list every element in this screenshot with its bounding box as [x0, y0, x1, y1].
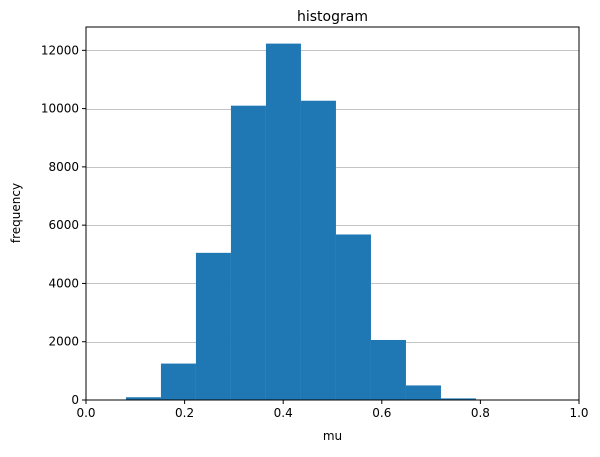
histogram-bar-5 [265, 43, 301, 400]
histogram-bar-8 [370, 339, 406, 400]
y-tick-label: 6000 [48, 218, 79, 232]
histogram-bar-10 [440, 398, 476, 400]
histogram-bar-1 [125, 397, 161, 400]
histogram-bar-4 [230, 105, 266, 400]
histogram-bar-2 [160, 363, 196, 400]
histogram-bar-6 [300, 100, 336, 401]
x-axis-label: mu [323, 429, 342, 443]
plot-frame [85, 26, 580, 401]
histogram-bar-7 [335, 234, 371, 400]
y-tick-label: 10000 [41, 102, 79, 116]
x-tick-label: 0.0 [76, 406, 95, 420]
y-axis-ticks: 0 2000 4000 6000 8000 10000 12000 [41, 43, 86, 407]
x-tick-label: 0.4 [274, 406, 293, 420]
histogram-bar-3 [195, 252, 231, 400]
y-tick-label: 8000 [48, 160, 79, 174]
x-tick-label: 0.8 [471, 406, 490, 420]
y-axis-label: frequency [9, 183, 23, 243]
y-tick-label: 0 [71, 393, 79, 407]
x-tick-label: 0.2 [175, 406, 194, 420]
y-tick-label: 4000 [48, 276, 79, 290]
histogram-bars [125, 43, 476, 401]
x-tick-label: 1.0 [569, 406, 588, 420]
histogram-bar-9 [405, 385, 441, 400]
y-tick-label: 12000 [41, 43, 79, 57]
x-axis-ticks: 0.0 0.2 0.4 0.6 0.8 1.0 [76, 400, 589, 420]
y-tick-label: 2000 [48, 335, 79, 349]
x-tick-label: 0.6 [372, 406, 391, 420]
chart-title: histogram [297, 9, 368, 25]
